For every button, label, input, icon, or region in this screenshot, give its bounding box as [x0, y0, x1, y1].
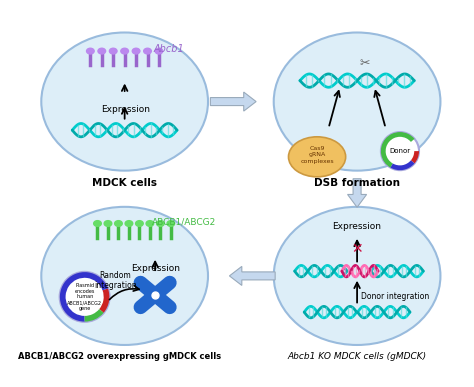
Polygon shape [210, 92, 256, 111]
Ellipse shape [98, 48, 106, 54]
Ellipse shape [273, 207, 440, 345]
Ellipse shape [125, 221, 133, 226]
Ellipse shape [41, 207, 208, 345]
Ellipse shape [104, 221, 112, 226]
Polygon shape [229, 266, 275, 286]
Ellipse shape [94, 221, 101, 226]
Ellipse shape [155, 48, 163, 54]
Wedge shape [391, 160, 415, 170]
Text: Random
integration: Random integration [94, 271, 137, 290]
Text: Cas9
gRNA
complexes: Cas9 gRNA complexes [300, 146, 334, 164]
Circle shape [381, 132, 419, 170]
Ellipse shape [146, 221, 154, 226]
Ellipse shape [132, 48, 140, 54]
Ellipse shape [87, 48, 94, 54]
Wedge shape [411, 151, 419, 163]
Ellipse shape [144, 48, 151, 54]
Ellipse shape [273, 33, 440, 171]
Ellipse shape [136, 221, 143, 226]
Text: DSB formation: DSB formation [314, 178, 400, 188]
Text: MDCK cells: MDCK cells [92, 178, 157, 188]
Wedge shape [60, 272, 108, 322]
Circle shape [60, 272, 109, 322]
Text: Expression: Expression [333, 222, 382, 231]
Text: ABCB1/ABCG2: ABCB1/ABCG2 [152, 217, 216, 226]
Text: Donor integration: Donor integration [361, 292, 429, 301]
Text: Expression: Expression [131, 264, 180, 273]
Text: Abcb1 KO MDCK cells (gMDCK): Abcb1 KO MDCK cells (gMDCK) [288, 352, 427, 361]
Text: ✕: ✕ [351, 242, 363, 256]
Ellipse shape [289, 137, 346, 177]
Ellipse shape [121, 48, 128, 54]
Ellipse shape [156, 221, 164, 226]
Wedge shape [381, 132, 415, 168]
Ellipse shape [41, 33, 208, 171]
Text: ABCB1/ABCG2 overexpressing gMDCK cells: ABCB1/ABCG2 overexpressing gMDCK cells [18, 352, 221, 361]
Text: Plasmid
encodes
human
ABCB1/ABCG2
gene: Plasmid encodes human ABCB1/ABCG2 gene [67, 283, 102, 311]
Ellipse shape [109, 48, 117, 54]
Polygon shape [347, 179, 366, 207]
Text: ✂: ✂ [359, 57, 370, 70]
Text: Expression: Expression [101, 105, 150, 114]
Wedge shape [85, 309, 104, 322]
Ellipse shape [167, 221, 174, 226]
Ellipse shape [115, 221, 122, 226]
Wedge shape [99, 288, 109, 313]
Text: Abcb1: Abcb1 [153, 44, 184, 54]
Text: Donor: Donor [390, 148, 410, 154]
